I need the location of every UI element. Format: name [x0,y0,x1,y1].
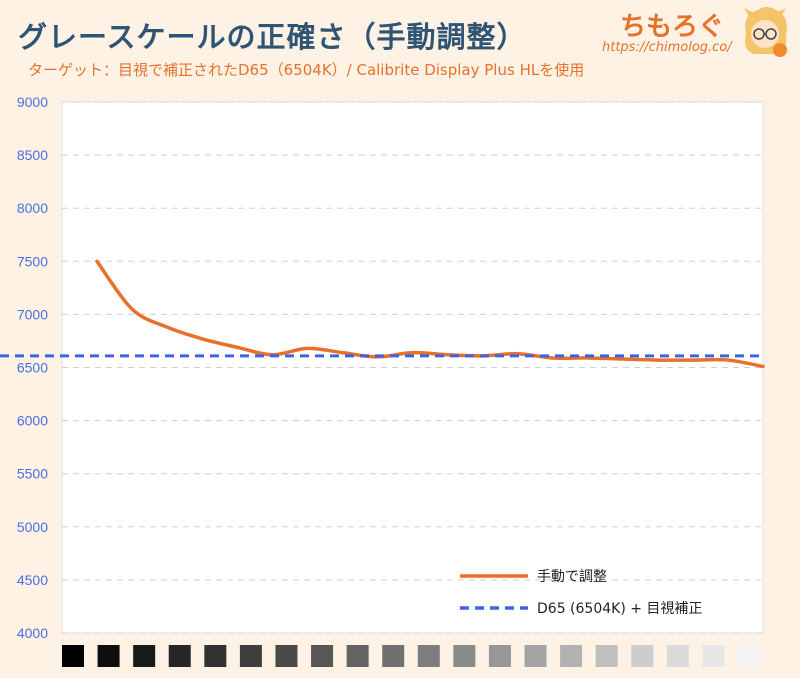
legend: 手動で調整 D65 (6504K) + 目視補正 [460,569,702,617]
x-axis-swatches [62,645,760,667]
gridlines [62,101,763,634]
legend-label: 手動で調整 [537,569,607,585]
y-tick-label: 5500 [17,466,48,482]
site-url: https://chimolog.co/ [602,40,732,55]
series-line-manual [95,259,765,369]
grayscale-swatch [346,645,369,667]
site-logo-text: ちもろぐ [620,12,725,42]
series-layer [0,259,765,369]
grayscale-swatch [97,645,120,667]
y-tick-label: 6500 [17,360,48,376]
y-tick-label: 7500 [17,253,48,269]
y-axis-ticks: 4000 4500 5000 5500 6000 6500 7000 7500 8000 8500… [17,94,48,641]
grayscale-swatch [239,645,262,667]
grayscale-swatch [666,645,689,667]
grayscale-swatch [62,645,84,667]
grayscale-swatch [595,645,618,667]
grayscale-swatch [702,645,725,667]
grayscale-swatch [560,645,583,667]
legend-label: D65 (6504K) + 目視補正 [537,601,702,617]
grayscale-swatch [417,645,440,667]
grayscale-swatch [382,645,405,667]
mascot-logo-icon [744,7,787,57]
chart-title: グレースケールの正確さ（手動調整） [18,20,527,54]
y-tick-label: 4500 [17,572,48,588]
grayscale-swatch [453,645,476,667]
chart-subtitle: ターゲット：目視で補正されたD65（6504K）/ Calibrite Disp… [28,61,585,79]
grayscale-swatch [738,645,760,667]
grayscale-swatch [168,645,191,667]
y-tick-label: 6000 [17,413,48,429]
y-tick-label: 8000 [17,200,48,216]
y-tick-label: 7000 [17,306,48,322]
grayscale-swatch [488,645,511,667]
grayscale-swatch [133,645,156,667]
y-tick-label: 9000 [17,94,48,110]
grayscale-swatch [631,645,654,667]
grayscale-swatch [275,645,298,667]
y-tick-label: 8500 [17,147,48,163]
grayscale-swatch [311,645,334,667]
grayscale-swatch [524,645,547,667]
grayscale-swatch [204,645,227,667]
y-tick-label: 4000 [17,625,48,641]
y-tick-label: 5000 [17,519,48,535]
